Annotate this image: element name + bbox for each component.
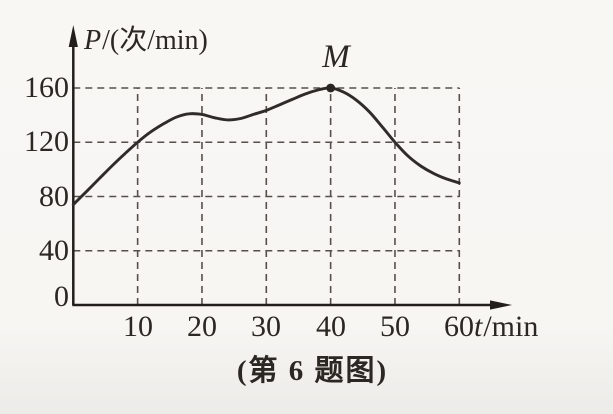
point-m-dot bbox=[326, 83, 336, 93]
x-axis-unit: /min bbox=[483, 310, 539, 343]
y-axis-arrowhead bbox=[68, 25, 78, 47]
x-tick-label: 40 bbox=[316, 310, 346, 343]
y-tick-label: 160 bbox=[24, 71, 69, 104]
x-tick-label: 30 bbox=[251, 310, 281, 343]
x-axis-arrowhead bbox=[490, 300, 512, 310]
point-m-label: M bbox=[322, 39, 350, 75]
x-tick-label: 60 bbox=[444, 310, 474, 343]
x-tick-label: 20 bbox=[187, 310, 217, 343]
y-axis-title: P/(次/min) bbox=[84, 26, 208, 56]
y-tick-label: 0 bbox=[54, 280, 69, 313]
y-tick-label: 120 bbox=[24, 125, 69, 158]
figure-caption: (第 6 题图) bbox=[236, 355, 389, 387]
x-axis-variable: t bbox=[474, 310, 483, 343]
y-tick-label: 40 bbox=[39, 234, 69, 267]
y-axis-variable: P bbox=[84, 25, 102, 56]
y-tick-label: 80 bbox=[39, 180, 69, 213]
x-axis-title: t/min bbox=[474, 311, 538, 343]
x-tick-label: 10 bbox=[123, 310, 153, 343]
y-axis-unit: /(次/min) bbox=[102, 25, 208, 56]
x-tick-label: 50 bbox=[380, 310, 410, 343]
data-curve bbox=[71, 86, 461, 207]
